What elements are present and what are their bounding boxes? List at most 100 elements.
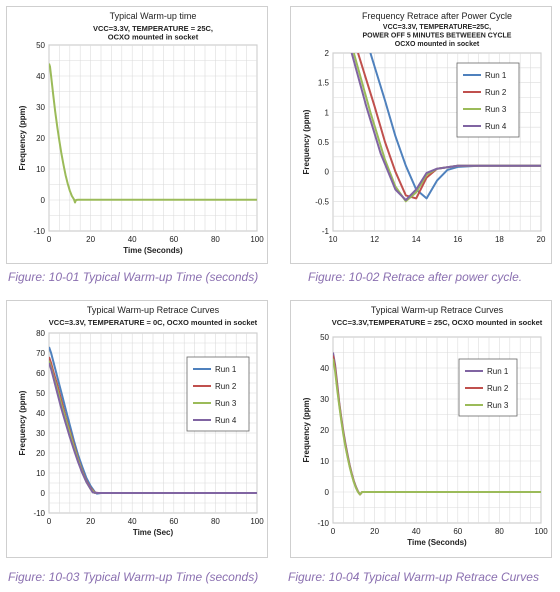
x-tick-label: 20 [370,527,379,536]
y-axis-label: Frequency (ppm) [18,105,27,170]
chart-title: Typical Warm-up Retrace Curves [371,305,504,315]
y-tick-label: 10 [36,469,45,478]
x-tick-label: 60 [169,517,178,526]
x-tick-label: 100 [534,527,548,536]
y-tick-label: 80 [36,329,45,338]
x-tick-label: 40 [412,527,421,536]
x-tick-label: 20 [537,235,546,244]
chart-svg-warmup-01: Typical Warm-up time VCC=3.3V, TEMPERATUR… [18,11,264,255]
y-tick-label: 30 [36,429,45,438]
y-tick-label: 1.5 [318,79,330,88]
x-tick-label: 100 [250,235,264,244]
series-line-run-4 [49,362,257,494]
y-tick-label: -10 [33,509,45,518]
y-tick-label: 2 [325,49,330,58]
legend-label: Run 3 [215,399,237,408]
chart-title: Typical Warm-up time [110,11,197,21]
y-tick-label: -10 [33,227,45,236]
y-tick-label: 60 [36,369,45,378]
figure-caption: Figure: 10-02 Retrace after power cycle. [308,270,523,284]
y-tick-label: 0 [41,489,46,498]
x-tick-label: 14 [412,235,421,244]
x-tick-label: 20 [86,517,95,526]
x-tick-label: 80 [211,517,220,526]
x-tick-label: 80 [211,235,220,244]
x-tick-label: 18 [495,235,504,244]
x-tick-label: 60 [169,235,178,244]
chart-subtitle: OCXO mounted in socket [395,41,480,48]
legend-label: Run 1 [485,71,507,80]
x-tick-label: 0 [47,517,52,526]
legend-label: Run 1 [487,367,509,376]
y-tick-label: 50 [320,333,329,342]
x-tick-label: 40 [128,235,137,244]
x-tick-label: 16 [453,235,462,244]
y-tick-label: -10 [317,519,329,528]
x-axis-label: Time (Seconds) [407,538,467,547]
y-tick-label: 30 [36,103,45,112]
legend-label: Run 4 [485,122,507,131]
y-tick-label: 40 [36,409,45,418]
y-tick-label: 20 [320,426,329,435]
y-tick-label: 20 [36,134,45,143]
y-tick-label: 50 [36,41,45,50]
y-tick-label: 40 [320,364,329,373]
chart-panel-retrace-02: Frequency Retrace after Power Cycle VCC=3… [290,6,552,264]
chart-panel-warmup-03: Typical Warm-up Retrace Curves VCC=3.3V, … [6,300,268,558]
y-tick-label: 30 [320,395,329,404]
legend-label: Run 2 [487,384,509,393]
x-tick-label: 0 [331,527,336,536]
chart-subtitle: VCC=3.3V, TEMPERATURE = 0C, OCXO mounted… [49,318,258,327]
y-axis-label: Frequency (ppm) [18,390,27,455]
y-tick-label: 70 [36,349,45,358]
x-axis-label: Time (Seconds) [123,246,183,255]
legend-label: Run 2 [485,88,507,97]
x-tick-label: 12 [370,235,379,244]
figure-caption: Figure: 10-01 Typical Warm-up Time (seco… [8,270,259,284]
x-tick-label: 20 [86,235,95,244]
y-axis-label: Frequency (ppm) [302,109,311,174]
chart-title: Frequency Retrace after Power Cycle [362,11,512,21]
y-tick-label: 0 [325,168,330,177]
y-tick-label: 20 [36,449,45,458]
legend-label: Run 2 [215,382,237,391]
y-tick-label: 50 [36,389,45,398]
series-line [49,63,257,204]
legend-label: Run 4 [215,416,237,425]
y-tick-label: 0 [41,196,46,205]
series-line-run-3 [333,358,541,496]
x-tick-label: 100 [250,517,264,526]
y-tick-label: 0.5 [318,138,330,147]
chart-panel-retrace-04: Typical Warm-up Retrace Curves VCC=3.3V,T… [290,300,552,558]
legend-label: Run 3 [487,401,509,410]
legend-label: Run 1 [215,365,237,374]
x-axis-label: Time (Sec) [133,528,174,537]
x-tick-label: 60 [453,527,462,536]
chart-title: Typical Warm-up Retrace Curves [87,305,220,315]
y-tick-label: -0.5 [315,197,329,206]
y-tick-label: 10 [36,165,45,174]
chart-panel-warmup-01: Typical Warm-up time VCC=3.3V, TEMPERATUR… [6,6,268,264]
chart-svg-retrace-04: Typical Warm-up Retrace Curves VCC=3.3V,T… [302,305,548,547]
series-line-run-4 [350,53,541,202]
x-tick-label: 10 [329,235,338,244]
y-tick-label: 1 [325,108,330,117]
chart-subtitle: VCC=3.3V,TEMPERATURE = 25C, OCXO mounted… [332,318,543,327]
chart-subtitle: VCC=3.3V, TEMPERATURE = 25C, [93,24,213,33]
x-tick-label: 80 [495,527,504,536]
y-axis-label: Frequency (ppm) [302,397,311,462]
y-tick-label: 40 [36,72,45,81]
chart-subtitle: VCC=3.3V, TEMPERATURE=25C, [383,24,491,31]
figure-caption: Figure: 10-04 Typical Warm-up Retrace Cu… [288,570,539,584]
x-tick-label: 0 [47,235,52,244]
y-tick-label: 0 [325,488,330,497]
chart-subtitle: OCXO mounted in socket [108,33,199,42]
y-tick-label: -1 [322,227,330,236]
figure-caption: Figure: 10-03 Typical Warm-up Time (seco… [8,570,259,584]
y-tick-label: 10 [320,457,329,466]
legend-label: Run 3 [485,105,507,114]
chart-svg-warmup-03: Typical Warm-up Retrace Curves VCC=3.3V, … [18,305,264,537]
chart-subtitle: POWER OFF 5 MINUTES BETWEEEN CYCLE [363,33,512,40]
chart-svg-retrace-02: Frequency Retrace after Power Cycle VCC=3… [302,11,546,244]
x-tick-label: 40 [128,517,137,526]
